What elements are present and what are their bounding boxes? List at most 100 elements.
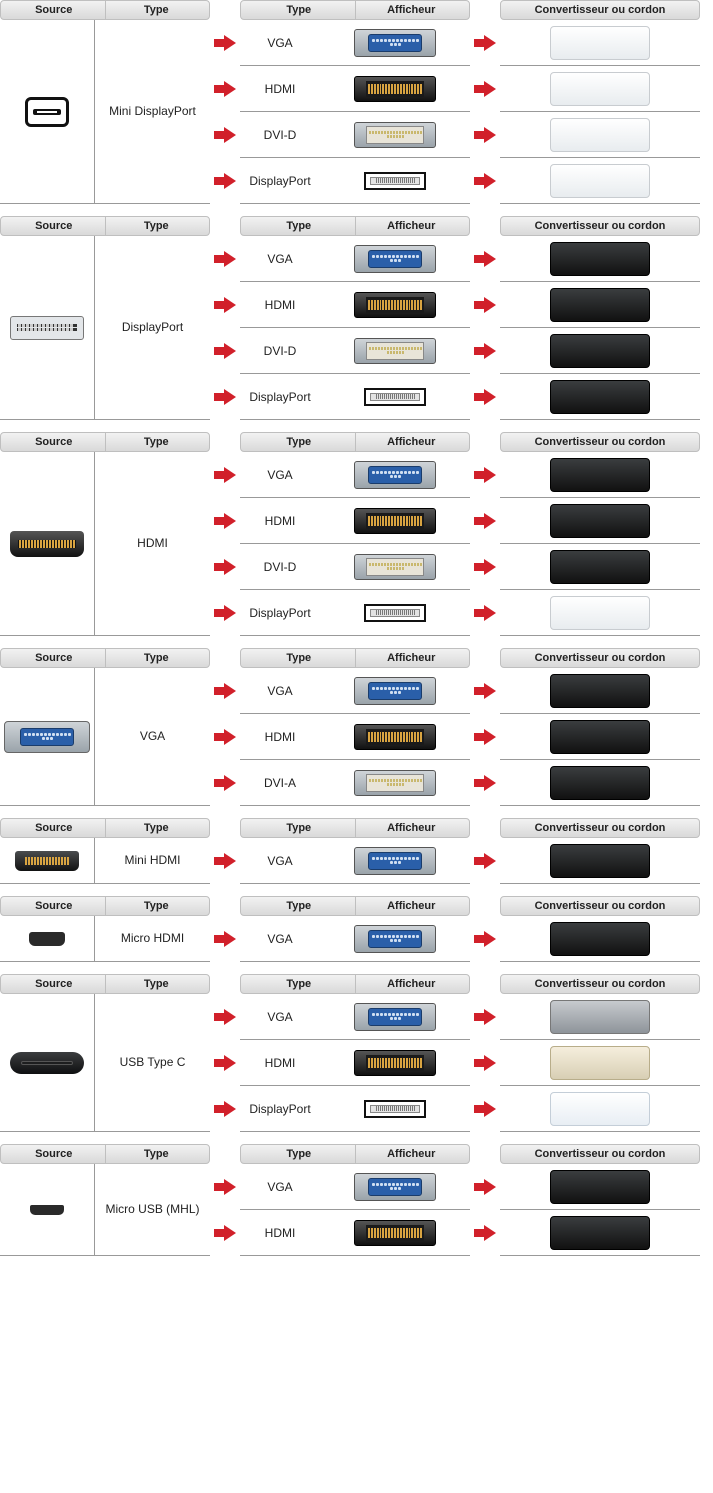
- arrow-column: [210, 216, 240, 420]
- source-type-label: VGA: [95, 668, 210, 805]
- dvi-port-icon: [354, 338, 436, 364]
- target-header: TypeAfficheur: [240, 896, 470, 916]
- arrow-icon: [214, 1009, 236, 1025]
- target-connector-cell: [320, 76, 470, 102]
- converter-header: Convertisseur ou cordon: [500, 648, 700, 668]
- displayport-port-icon: [364, 172, 426, 190]
- header-cell: Afficheur: [360, 652, 464, 664]
- converter-header: Convertisseur ou cordon: [500, 432, 700, 452]
- target-row: DVI-D: [240, 544, 470, 590]
- converter-row: [500, 328, 700, 374]
- header-cell: Type: [247, 822, 351, 834]
- target-column: TypeAfficheur VGA: [240, 896, 470, 962]
- header-cell: Convertisseur ou cordon: [507, 4, 693, 16]
- target-connector-cell: [320, 1100, 470, 1118]
- arrow-icon: [474, 853, 496, 869]
- target-row: VGA: [240, 20, 470, 66]
- header-cell: Type: [247, 978, 351, 990]
- converter-row: [500, 1040, 700, 1086]
- target-row: HDMI: [240, 282, 470, 328]
- target-header: TypeAfficheur: [240, 0, 470, 20]
- arrow-icon: [474, 683, 496, 699]
- target-type-label: HDMI: [240, 514, 320, 528]
- target-type-label: VGA: [240, 932, 320, 946]
- converter-icon: [550, 922, 650, 956]
- converter-column: Convertisseur ou cordon: [500, 0, 700, 204]
- arrow-icon: [474, 81, 496, 97]
- connector-section: SourceTypeHDMITypeAfficheurVGAHDMIDVI-DD…: [0, 432, 713, 636]
- arrow-icon: [474, 173, 496, 189]
- converter-icon: [550, 288, 650, 322]
- converter-row: [500, 1164, 700, 1210]
- arrow-icon: [474, 1225, 496, 1241]
- target-connector-cell: [320, 1173, 470, 1201]
- target-type-label: VGA: [240, 854, 320, 868]
- target-type-label: DVI-D: [240, 560, 320, 574]
- converter-column: Convertisseur ou cordon: [500, 432, 700, 636]
- converter-icon: [550, 504, 650, 538]
- converter-icon: [550, 596, 650, 630]
- source-connector-cell: [0, 668, 95, 805]
- dvi-port-icon: [354, 554, 436, 580]
- vga-port-icon: [354, 847, 436, 875]
- source-header: SourceType: [0, 0, 210, 20]
- target-column: TypeAfficheurVGAHDMIDVI-DDisplayPort: [240, 432, 470, 636]
- header-cell: Convertisseur ou cordon: [507, 978, 693, 990]
- converter-row: [500, 760, 700, 806]
- arrow-icon: [474, 297, 496, 313]
- hdmi-port-icon: [354, 1220, 436, 1246]
- converter-icon: [550, 720, 650, 754]
- source-type-label: Mini DisplayPort: [95, 20, 210, 203]
- arrow-column: [470, 216, 500, 420]
- arrow-column: [470, 432, 500, 636]
- arrow-icon: [214, 251, 236, 267]
- target-row: HDMI: [240, 1040, 470, 1086]
- displayport-icon: [10, 316, 84, 340]
- converter-icon: [550, 550, 650, 584]
- vga-icon: [4, 721, 90, 753]
- converter-column: Convertisseur ou cordon: [500, 974, 700, 1132]
- arrow-icon: [474, 389, 496, 405]
- arrow-icon: [214, 683, 236, 699]
- target-type-label: DVI-A: [240, 776, 320, 790]
- converter-row: [500, 158, 700, 204]
- arrow-icon: [214, 173, 236, 189]
- header-cell: Source: [7, 4, 101, 16]
- header-cell: Convertisseur ou cordon: [507, 822, 693, 834]
- arrow-column: [470, 0, 500, 204]
- connector-section: SourceTypeVGATypeAfficheurVGAHDMIDVI-ACo…: [0, 648, 713, 806]
- source-header: SourceType: [0, 1144, 210, 1164]
- arrow-icon: [474, 1179, 496, 1195]
- connector-section: SourceTypeMicro HDMITypeAfficheurVGAConv…: [0, 896, 713, 962]
- converter-icon: [550, 458, 650, 492]
- hdmi-port-icon: [354, 1050, 436, 1076]
- header-cell: Afficheur: [360, 900, 464, 912]
- vga-port-icon: [354, 461, 436, 489]
- header-cell: Type: [247, 220, 351, 232]
- source-connector-cell: [0, 994, 95, 1131]
- connector-section: SourceTypeUSB Type CTypeAfficheurVGAHDMI…: [0, 974, 713, 1132]
- converter-row: [500, 994, 700, 1040]
- source-header: SourceType: [0, 896, 210, 916]
- target-connector-cell: [320, 338, 470, 364]
- arrow-column: [210, 432, 240, 636]
- header-cell: Source: [7, 822, 101, 834]
- arrow-column: [210, 896, 240, 962]
- header-cell: Source: [7, 220, 101, 232]
- source-column: SourceTypeMini HDMI: [0, 818, 210, 884]
- converter-row: [500, 668, 700, 714]
- converter-row: [500, 20, 700, 66]
- converter-icon: [550, 26, 650, 60]
- source-type-label: Micro HDMI: [95, 916, 210, 961]
- converter-icon: [550, 844, 650, 878]
- header-cell: Type: [110, 1148, 204, 1160]
- target-connector-cell: [320, 604, 470, 622]
- connector-section: SourceTypeMicro USB (MHL)TypeAfficheurVG…: [0, 1144, 713, 1256]
- target-type-label: VGA: [240, 252, 320, 266]
- converter-icon: [550, 118, 650, 152]
- hdmi-icon: [10, 531, 84, 557]
- header-cell: Afficheur: [360, 4, 464, 16]
- converter-column: Convertisseur ou cordon: [500, 216, 700, 420]
- target-connector-cell: [320, 292, 470, 318]
- target-row: DisplayPort: [240, 374, 470, 420]
